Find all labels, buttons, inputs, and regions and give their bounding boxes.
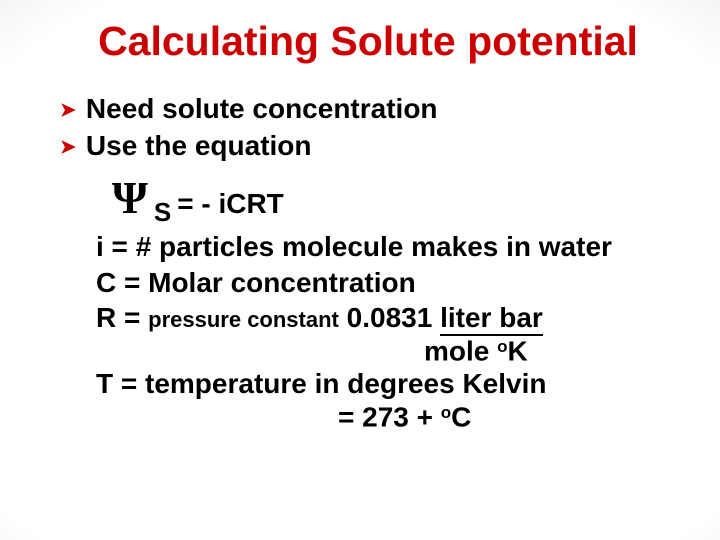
equation: Ψ S = - iCRT [112,171,680,224]
definition-i: i = # particles molecule makes in water [96,230,680,264]
bullet-text: Need solute concentration [86,91,438,126]
r-unit-numerator: liter bar [440,302,543,336]
r-unit-degree-sup: o [497,337,507,356]
bullet-item: ➤ Need solute concentration [60,91,680,126]
t2-c: C [451,401,471,432]
definition-t-line2: = 273 + oC [338,401,680,433]
bullet-marker-icon: ➤ [60,136,76,160]
slide-content: Calculating Solute potential ➤ Need solu… [0,0,720,433]
r-unit-k: K [508,335,528,366]
r-prefix: R = [96,302,148,333]
definition-c: C = Molar concentration [96,266,680,300]
slide-title: Calculating Solute potential [56,18,680,65]
definition-r: R = pressure constant 0.0831 liter bar [96,301,680,335]
t2-degree-sup: o [441,403,451,422]
r-value: 0.0831 [339,302,440,333]
t2-prefix: = 273 + [338,401,441,432]
bullet-list: ➤ Need solute concentration ➤ Use the eq… [60,91,680,163]
bullet-text: Use the equation [86,128,312,163]
psi-symbol: Ψ [112,171,148,224]
bullet-marker-icon: ➤ [60,99,76,123]
definition-t: T = temperature in degrees Kelvin [96,367,680,401]
r-unit-denominator: mole oK [424,335,680,367]
psi-subscript: S [154,197,171,228]
equation-rhs: = - iCRT [177,188,284,220]
r-label-small: pressure constant [148,307,339,332]
r-unit-mole: mole [424,335,497,366]
bullet-item: ➤ Use the equation [60,128,680,163]
